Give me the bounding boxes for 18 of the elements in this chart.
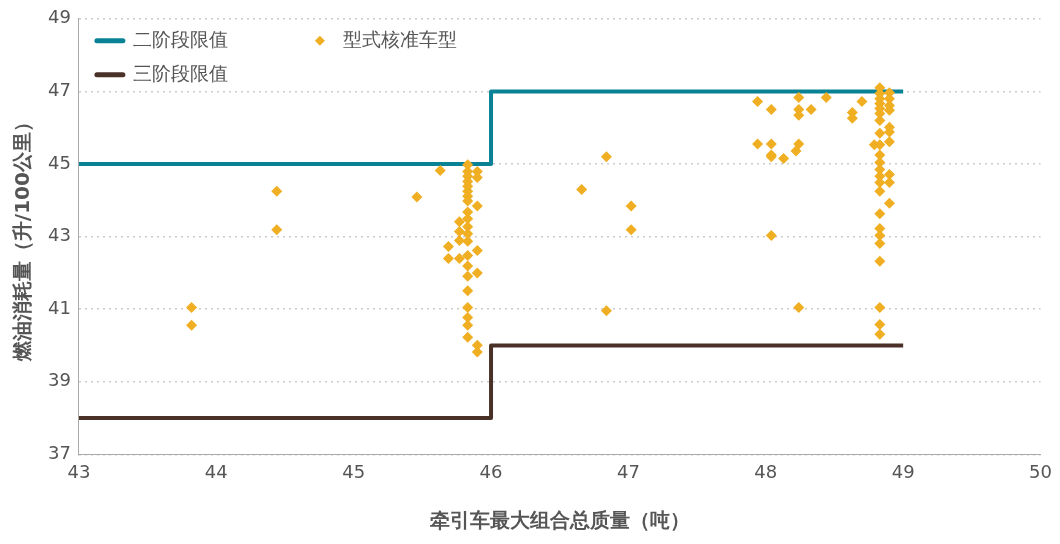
x-tick-label: 46 bbox=[479, 460, 503, 482]
y-tick-label: 39 bbox=[48, 369, 71, 391]
x-tick-label: 45 bbox=[342, 460, 366, 482]
x-tick-label: 44 bbox=[204, 460, 228, 482]
y-axis-title: 燃油消耗量（升/100公里） bbox=[10, 112, 35, 363]
x-axis-title: 牵引车最大组合总质量（吨） bbox=[429, 508, 690, 533]
y-tick-label: 43 bbox=[48, 224, 71, 246]
y-tick-label: 45 bbox=[48, 151, 71, 173]
x-tick-label: 50 bbox=[1029, 460, 1052, 482]
y-tick-label: 49 bbox=[48, 6, 71, 28]
x-tick-label: 49 bbox=[891, 460, 915, 482]
y-tick-label: 47 bbox=[48, 79, 71, 101]
legend-label: 二阶段限值 bbox=[132, 27, 228, 50]
x-tick-label: 48 bbox=[754, 460, 778, 482]
legend-label: 三阶段限值 bbox=[132, 61, 228, 84]
x-tick-label: 47 bbox=[616, 460, 640, 482]
legend-label: 型式核准车型 bbox=[342, 27, 457, 50]
y-tick-label: 41 bbox=[48, 296, 71, 318]
